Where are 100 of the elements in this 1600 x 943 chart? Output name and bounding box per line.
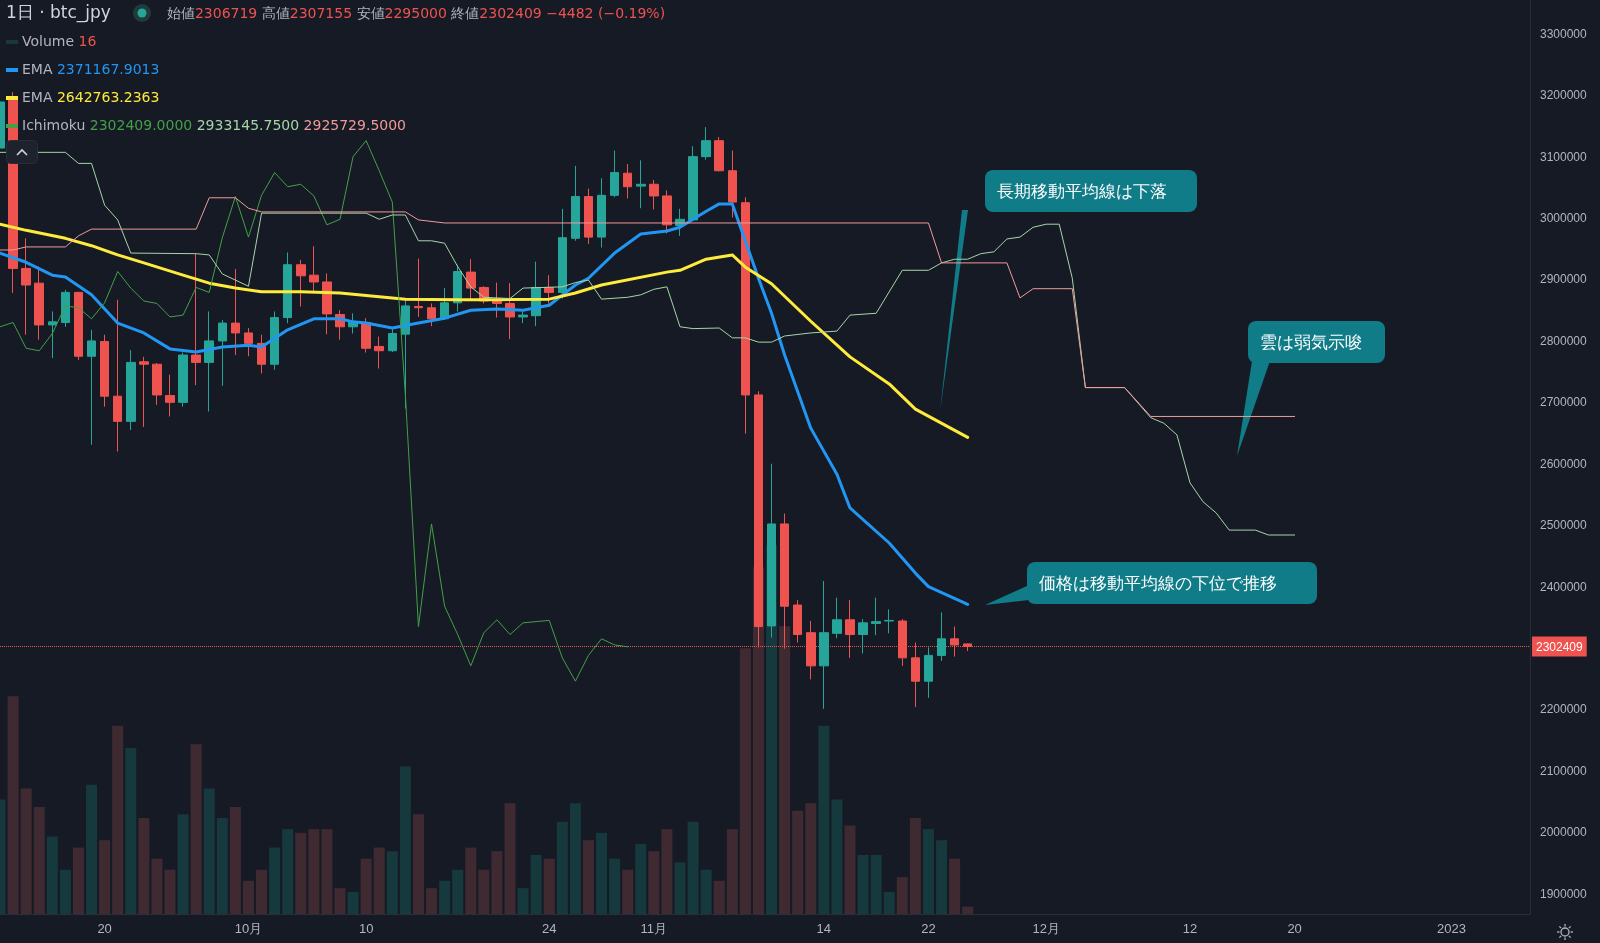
annotation: 2642763.2363 xyxy=(56,89,160,105)
candlestick xyxy=(819,580,829,710)
candlestick xyxy=(832,597,842,639)
bar xyxy=(883,891,895,914)
candlestick xyxy=(231,268,240,356)
bar xyxy=(517,888,529,914)
legend-label: Volume xyxy=(22,33,76,49)
annotation: 雲は弱気示唆 xyxy=(1248,321,1385,363)
y-tick-label: 2100000 xyxy=(1540,763,1588,778)
candlestick xyxy=(191,252,201,386)
candlestick xyxy=(139,356,149,428)
bar xyxy=(295,832,307,914)
candlestick xyxy=(87,329,96,446)
candlestick xyxy=(100,334,109,408)
line-series xyxy=(0,151,1296,536)
bar xyxy=(465,847,477,914)
bar xyxy=(334,888,346,914)
candlestick xyxy=(74,291,83,361)
candlestick xyxy=(492,282,502,319)
candlestick xyxy=(283,251,292,324)
bar xyxy=(556,821,568,914)
bar xyxy=(805,803,817,914)
candlestick xyxy=(701,126,711,161)
bar xyxy=(713,880,725,914)
bar xyxy=(779,626,791,914)
bar xyxy=(896,877,908,914)
x-tick-label: 22 xyxy=(921,921,936,936)
candlestick xyxy=(427,302,436,327)
candlestick xyxy=(571,165,580,242)
bar xyxy=(949,858,961,914)
bar xyxy=(399,766,411,914)
y-tick-label: 2600000 xyxy=(1540,456,1588,471)
bar xyxy=(321,829,333,914)
candlestick xyxy=(610,149,619,198)
bar xyxy=(569,803,581,914)
text: 始値2306719 高値2307155 安値2295000 終値2302409 −4482 (−0.19%) xyxy=(166,5,666,21)
x-tick-label: 12 xyxy=(1182,921,1198,936)
line-series xyxy=(0,140,629,682)
annotation: 長期移動平均線は下落 xyxy=(985,170,1197,212)
bar xyxy=(86,784,98,914)
chart-title: 1日 · btc_jpy xyxy=(6,2,111,22)
line-series xyxy=(0,222,970,439)
bar xyxy=(269,847,281,914)
bar xyxy=(282,829,294,914)
bar xyxy=(190,744,202,914)
y-tick-label: 2500000 xyxy=(1540,518,1588,533)
candlestick xyxy=(584,188,593,245)
bar xyxy=(112,725,124,914)
candlestick xyxy=(48,310,57,359)
candlestick xyxy=(871,597,881,636)
candlestick xyxy=(61,289,70,328)
candlestick xyxy=(296,259,306,308)
annotation: 2302409.0000 xyxy=(89,117,194,133)
candlestick xyxy=(623,163,632,199)
candlestick xyxy=(178,352,188,408)
candlestick xyxy=(714,136,724,172)
candlestick xyxy=(165,374,175,417)
annotation: 2933145.7500 xyxy=(196,117,301,133)
bar xyxy=(360,858,372,914)
speech-bubble: 長期移動平均線は下落 xyxy=(940,170,1197,412)
bar xyxy=(216,818,228,914)
candlestick xyxy=(218,319,227,387)
y-tick-label: 3300000 xyxy=(1540,26,1588,41)
x-tick-label: 10 xyxy=(358,921,374,936)
bar xyxy=(242,880,254,914)
y-tick-label: 2000000 xyxy=(1540,825,1588,840)
bar xyxy=(138,818,150,914)
candlestick xyxy=(688,145,698,222)
y-tick-label: 1900000 xyxy=(1540,886,1588,901)
bar xyxy=(530,854,542,914)
bar xyxy=(922,829,934,914)
bar xyxy=(622,869,634,914)
bar xyxy=(308,829,320,914)
bar xyxy=(373,847,385,914)
bar xyxy=(72,847,84,914)
x-tick-label: 10月 xyxy=(234,921,263,936)
y-tick-label: 2700000 xyxy=(1540,395,1588,410)
candlestick xyxy=(414,258,423,318)
bar xyxy=(347,891,359,914)
bar xyxy=(726,829,738,914)
candlestick xyxy=(244,327,253,357)
candlestick xyxy=(113,299,122,452)
candlestick xyxy=(649,179,659,210)
bar xyxy=(687,821,699,914)
candlestick xyxy=(884,608,894,634)
candlestick xyxy=(21,237,31,336)
bar xyxy=(818,725,830,914)
bar xyxy=(439,880,451,914)
bar xyxy=(99,840,111,914)
x-tick-label: 20 xyxy=(1287,921,1302,936)
candlestick xyxy=(322,272,332,335)
bar xyxy=(478,869,490,914)
annotation: 2925729.5000 xyxy=(303,117,407,133)
bar xyxy=(596,832,608,914)
bar xyxy=(59,869,71,914)
bar xyxy=(46,836,58,914)
candlestick xyxy=(374,336,384,370)
candlestick xyxy=(741,196,750,435)
bar xyxy=(844,825,856,914)
bar xyxy=(792,810,804,914)
